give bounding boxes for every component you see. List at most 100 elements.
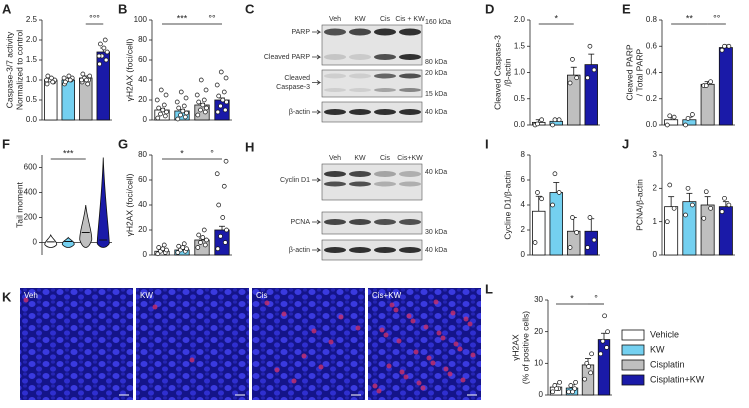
y-axis-label: γH2AX (foci/cell): [124, 38, 134, 101]
y-tick-label: 0.0: [646, 120, 658, 129]
y-tick-label: 4: [521, 200, 526, 209]
data-point: [50, 79, 56, 85]
data-point: [200, 235, 206, 240]
blot-band: [324, 54, 346, 60]
data-point: [708, 79, 713, 85]
image-label: Cis: [256, 291, 268, 300]
data-point: [591, 237, 597, 243]
panel-letter: J: [622, 136, 629, 151]
data-point: [671, 205, 677, 211]
positive-nucleus: [436, 330, 442, 336]
blot-band: [374, 219, 396, 225]
data-point: [154, 97, 160, 103]
data-point: [44, 81, 50, 87]
bar: [718, 47, 733, 126]
row-arrow: [312, 80, 322, 85]
positive-nucleus: [443, 366, 449, 372]
y-tick-label: 80: [138, 150, 147, 159]
positive-nucleus: [453, 341, 459, 347]
blot-band: [349, 109, 371, 115]
panel-letter: K: [2, 289, 12, 304]
y-tick-label: 2.0: [26, 35, 38, 44]
data-point: [726, 43, 732, 49]
data-point: [156, 105, 162, 111]
data-point: [202, 109, 208, 115]
data-point: [585, 245, 590, 250]
blot-band: [349, 181, 371, 187]
positive-nucleus: [376, 388, 382, 394]
positive-nucleus: [264, 300, 270, 306]
row-label: β-actin: [289, 247, 310, 254]
bar: [584, 230, 598, 256]
blot-band: [399, 88, 421, 92]
data-point: [574, 75, 579, 81]
positive-nucleus: [23, 297, 29, 303]
y-tick-label: 0.0: [26, 115, 38, 124]
data-point: [667, 182, 673, 188]
data-point: [164, 109, 169, 115]
positive-nucleus: [338, 314, 344, 320]
panel-letter: H: [245, 139, 254, 154]
data-point: [87, 73, 93, 79]
positive-nucleus: [291, 378, 297, 384]
blot-band: [324, 28, 346, 36]
data-point: [161, 102, 167, 108]
positive-nucleus: [470, 352, 476, 358]
blot-band: [399, 28, 421, 36]
y-tick-label: 200: [24, 213, 38, 222]
data-point: [184, 246, 189, 252]
lane-label: Cis: [380, 16, 391, 23]
data-point: [222, 107, 228, 113]
y-axis-label: Cycline D1/β-actin: [502, 170, 512, 239]
positive-nucleus: [318, 364, 324, 370]
y-axis-label: γH2AX (foci/cell): [124, 173, 134, 236]
data-point: [103, 57, 109, 63]
data-point: [160, 107, 166, 113]
panel-letter: G: [118, 136, 128, 151]
data-point: [587, 215, 593, 220]
legend-label: KW: [650, 344, 665, 354]
y-axis-label: /β-actin: [502, 58, 512, 86]
y-tick-label: 600: [24, 163, 38, 172]
y-tick-label: 20: [534, 327, 543, 336]
legend-label: Vehicle: [650, 329, 679, 339]
y-tick-label: 3: [653, 150, 658, 159]
data-point: [722, 195, 727, 201]
bar: [532, 210, 546, 256]
blot-band: [324, 171, 346, 177]
data-point: [101, 45, 107, 51]
data-point: [224, 227, 229, 233]
y-axis-label: Tail moment: [14, 181, 24, 227]
legend-swatch: [621, 344, 645, 356]
data-point: [690, 112, 695, 117]
row-arrow: [312, 109, 322, 115]
y-tick-label: 20: [138, 95, 147, 104]
y-tick-label: 1.5: [26, 55, 38, 64]
blot-band: [324, 181, 346, 187]
data-point: [196, 232, 202, 238]
data-point: [719, 47, 725, 53]
legend-swatch: [621, 374, 645, 386]
data-point: [574, 230, 579, 235]
data-point: [162, 113, 168, 119]
significance-label: ***: [63, 148, 74, 158]
data-point: [180, 108, 186, 114]
bar: [664, 206, 679, 256]
data-point: [96, 53, 102, 59]
data-point: [196, 99, 202, 105]
marker-label: 40 kDa: [425, 247, 447, 254]
blot-band: [399, 181, 421, 187]
data-point: [85, 81, 91, 87]
blot-band: [374, 181, 396, 187]
y-tick-label: 0.4: [646, 68, 658, 77]
data-point: [203, 87, 209, 93]
data-point: [195, 112, 201, 118]
data-point: [175, 116, 181, 122]
data-point: [223, 158, 229, 164]
positive-nucleus: [383, 332, 389, 338]
blot-band: [349, 28, 371, 36]
data-point: [198, 77, 204, 83]
panel-letter: A: [2, 1, 12, 16]
y-tick-label: 40: [138, 75, 147, 84]
marker-label: 15 kDa: [425, 91, 447, 98]
